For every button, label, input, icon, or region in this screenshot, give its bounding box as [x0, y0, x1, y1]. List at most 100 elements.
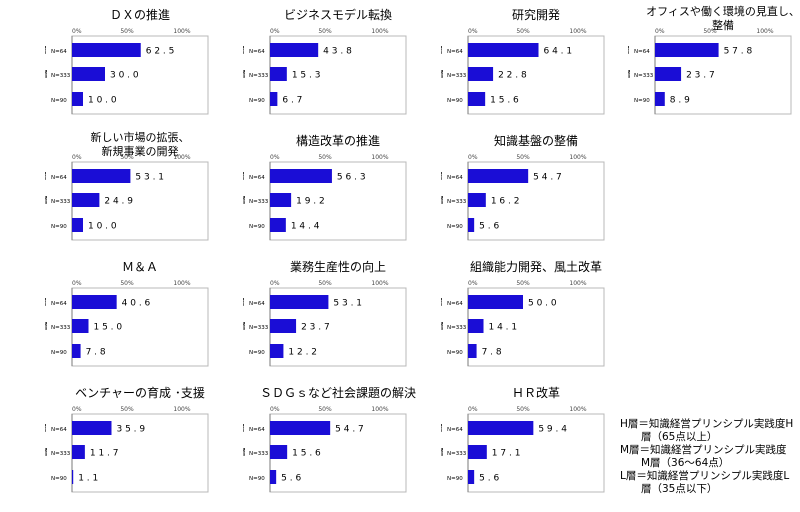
- sample-size-label: N=333: [447, 325, 467, 331]
- data-label: 5 4 . 7: [335, 425, 364, 435]
- category-label: H層: [441, 424, 443, 434]
- sample-size-label: N=64: [51, 427, 67, 433]
- chart-panel: 新しい市場の拡張、 新規事業の開発 0% 50% 100% H層 N=64 5 3 . 1 M…: [45, 131, 235, 256]
- sample-size-label: N=333: [249, 199, 269, 205]
- bar: [72, 43, 141, 57]
- sample-size-label: N=333: [249, 451, 269, 457]
- tick-label: 0%: [72, 154, 82, 161]
- bar: [270, 92, 278, 106]
- chart-title: Ｍ＆Ａ: [121, 260, 158, 274]
- bar: [468, 421, 534, 435]
- tick-label: 50%: [120, 28, 134, 35]
- sample-size-label: N=64: [51, 175, 67, 181]
- bar: [72, 421, 112, 435]
- sample-size-label: N=90: [634, 98, 650, 104]
- data-label: 6 . 7: [282, 96, 302, 106]
- data-label: 1 6 . 2: [491, 197, 520, 207]
- chart-title: 業務生産性の向上: [289, 260, 386, 274]
- chart-title: ＳＤＧｓなど社会課題の解決: [259, 386, 416, 400]
- data-label: 5 4 . 7: [533, 173, 562, 183]
- category-label: H層: [441, 172, 443, 182]
- data-label: 8 . 9: [670, 96, 690, 106]
- chart-panel: ＨＲ改革 0% 50% 100% H層 N=64 5 9 . 4 M層N=333 1 7 . 1…: [441, 383, 631, 508]
- data-label: 1 5 . 6: [292, 449, 321, 459]
- tick-label: 0%: [468, 28, 478, 35]
- data-label: 7 . 8: [86, 348, 106, 358]
- chart-panel: ベンチャーの育成 ･支援 0% 50% 100% H層 N=64 3 5 . 9 M層N=33…: [45, 383, 235, 508]
- bar: [468, 319, 484, 333]
- sample-size-label: N=64: [249, 301, 265, 307]
- tick-label: 100%: [756, 28, 773, 35]
- tick-label: 100%: [569, 280, 586, 287]
- tick-label: 0%: [270, 280, 280, 287]
- tick-label: 0%: [270, 28, 280, 35]
- tick-label: 100%: [569, 28, 586, 35]
- bar: [270, 43, 319, 57]
- chart-title: 知識基盤の整備: [493, 134, 578, 148]
- bar: [468, 193, 486, 207]
- data-label: 3 5 . 9: [116, 425, 145, 435]
- chart-panel: 知識基盤の整備 0% 50% 100% H層 N=64 5 4 . 7 M層N=333 1 6 …: [441, 131, 631, 256]
- sample-size-label: N=64: [51, 301, 67, 307]
- tick-label: 100%: [371, 280, 388, 287]
- sample-size-label: N=333: [447, 73, 467, 79]
- bar: [72, 67, 105, 81]
- sample-size-label: N=64: [634, 49, 650, 55]
- chart-title: 研究開発: [511, 8, 560, 22]
- category-label: M層: [628, 70, 631, 80]
- data-label: 4 3 . 8: [323, 47, 352, 57]
- bar: [270, 445, 288, 459]
- data-label: 5 0 . 0: [528, 299, 557, 309]
- chart-title: ビジネスモデル転換: [283, 8, 392, 22]
- bar: [72, 470, 74, 484]
- tick-label: 100%: [371, 28, 388, 35]
- tick-label: 50%: [120, 406, 134, 413]
- sample-size-label: N=333: [249, 73, 269, 79]
- sample-size-label: N=333: [51, 325, 71, 331]
- bar: [468, 43, 539, 57]
- category-label: H層: [243, 46, 245, 56]
- data-label: 3 0 . 0: [110, 71, 139, 81]
- data-label: 2 4 . 9: [104, 197, 133, 207]
- data-label: 1 7 . 1: [492, 449, 521, 459]
- chart-panel: オフィスや働く環境の見直し、 整備0% 50% 100% H層 N=64 5 7 . 8 M…: [628, 5, 800, 130]
- chart-title: ベンチャーの育成 ･支援: [75, 386, 205, 400]
- tick-label: 0%: [270, 406, 280, 413]
- tick-label: 100%: [173, 406, 190, 413]
- tick-label: 0%: [72, 280, 82, 287]
- chart-title: ＨＲ改革: [511, 386, 560, 400]
- category-label: M層: [441, 70, 444, 80]
- sample-size-label: N=90: [51, 350, 67, 356]
- sample-size-label: N=90: [249, 350, 265, 356]
- tick-label: 0%: [72, 406, 82, 413]
- category-label: H層: [441, 46, 443, 56]
- data-label: 1 1 . 7: [90, 449, 119, 459]
- sample-size-label: N=90: [51, 476, 67, 482]
- category-label: H層: [441, 298, 443, 308]
- chart-title: 新しい市場の拡張、 新規事業の開発: [90, 131, 190, 158]
- bar: [468, 295, 523, 309]
- bar: [468, 344, 477, 358]
- chart-title: ＤＸの推進: [109, 8, 170, 22]
- bar: [468, 92, 486, 106]
- data-label: 5 . 6: [479, 474, 499, 484]
- category-label: M層: [45, 70, 48, 80]
- bar: [270, 421, 331, 435]
- bar: [72, 193, 100, 207]
- category-label: M層: [441, 322, 444, 332]
- bar: [72, 344, 81, 358]
- sample-size-label: N=333: [634, 73, 654, 79]
- tick-label: 0%: [468, 280, 478, 287]
- bar: [468, 169, 529, 183]
- chart-panel: 業務生産性の向上 0% 50% 100% H層 N=64 5 3 . 1 M層N=333 2 3…: [243, 257, 433, 382]
- tick-label: 50%: [703, 28, 717, 35]
- tick-label: 100%: [173, 28, 190, 35]
